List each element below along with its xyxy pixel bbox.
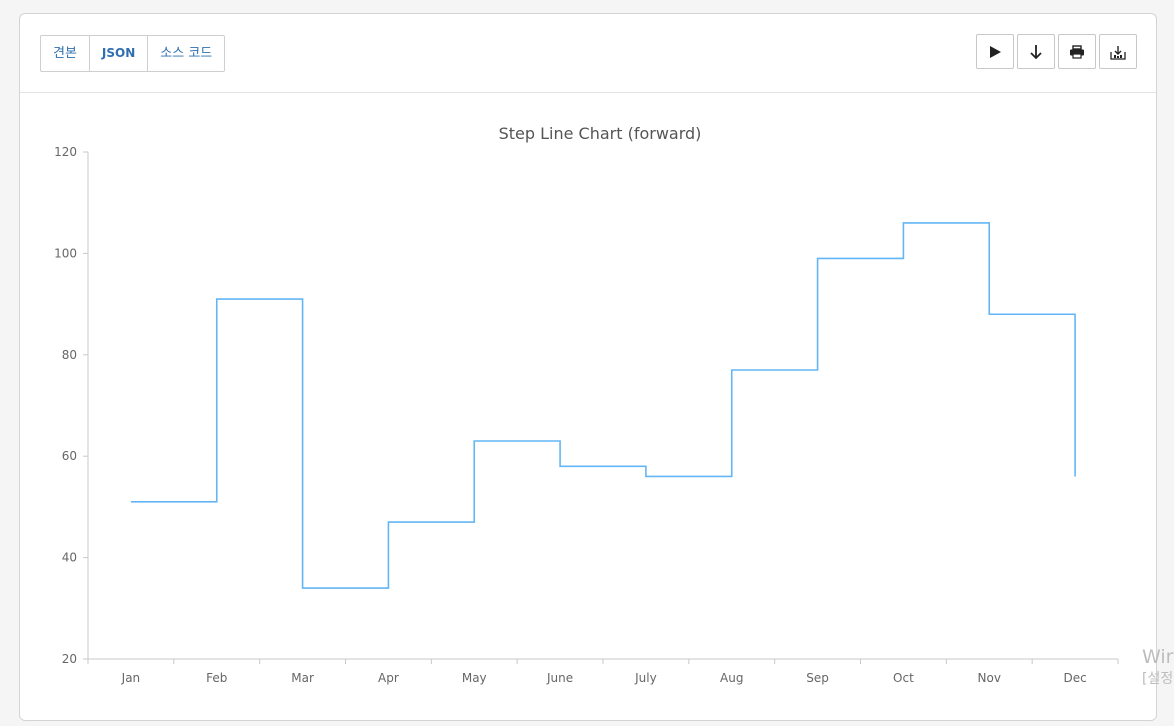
series-line	[130, 222, 1076, 589]
print-button[interactable]	[1058, 34, 1096, 69]
export-button[interactable]	[1099, 34, 1137, 69]
play-icon	[990, 45, 1001, 58]
x-tick-label: May	[462, 671, 487, 685]
export-icon	[1110, 45, 1126, 60]
download-button[interactable]	[1017, 34, 1055, 69]
toolbar	[976, 34, 1137, 69]
x-tick-label: Feb	[206, 671, 227, 685]
watermark-line-1: Wir	[1142, 646, 1174, 668]
x-tick-label: Oct	[893, 671, 914, 685]
y-tick-label: 80	[62, 348, 77, 362]
y-tick-label: 20	[62, 652, 77, 666]
view-tabs: 견본 JSON 소스 코드	[40, 35, 226, 72]
x-tick-label: Apr	[378, 671, 399, 685]
tab-source-code[interactable]: 소스 코드	[160, 46, 213, 61]
arrow-down-icon	[1030, 44, 1042, 59]
y-tick-label: 60	[62, 449, 77, 463]
x-tick-label: Sep	[806, 671, 829, 685]
step-line-chart: Step Line Chart (forward) 20 40 60 80 100 120 J…	[54, 124, 1119, 685]
x-tick-label: June	[546, 671, 573, 685]
watermark-line-2: [설정	[1142, 671, 1174, 687]
y-tick-label: 40	[62, 551, 77, 565]
chart-area: Step Line Chart (forward) 20 40 60 80 100 120 J…	[20, 94, 1156, 720]
x-tick-label: Jan	[121, 671, 141, 685]
tab-sample[interactable]: 견본	[41, 36, 90, 71]
y-tick-label: 100	[54, 246, 77, 260]
print-icon	[1070, 44, 1084, 59]
y-tick-label: 120	[54, 145, 77, 159]
x-tick-label: Nov	[978, 671, 1001, 685]
chart-card: 견본 JSON 소스 코드	[19, 13, 1157, 721]
x-tick-label: Dec	[1063, 671, 1086, 685]
run-button[interactable]	[976, 34, 1014, 69]
x-tick-label: Mar	[291, 671, 314, 685]
windows-activation-watermark: Wir [설정	[1142, 646, 1173, 688]
x-tick-label: Aug	[720, 671, 743, 685]
chart-title: Step Line Chart (forward)	[499, 124, 702, 143]
tab-json[interactable]: JSON	[90, 36, 149, 71]
x-tick-label: July	[634, 671, 657, 685]
card-header: 견본 JSON 소스 코드	[20, 14, 1156, 93]
